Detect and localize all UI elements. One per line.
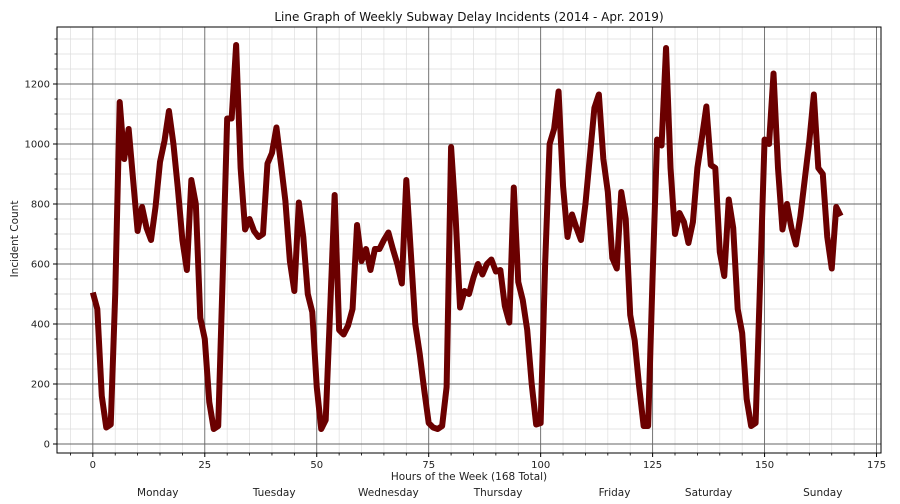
day-label: Thursday (473, 487, 523, 499)
plot-frame (56, 26, 882, 454)
day-label: Saturday (685, 487, 732, 499)
day-label: Tuesday (252, 487, 296, 499)
y-tick-label: 200 (31, 380, 50, 391)
day-labels: Monday Tuesday Wednesday Thursday Friday Satu… (137, 487, 842, 499)
y-tick-label: 1200 (25, 80, 50, 91)
series-line (89, 42, 844, 432)
x-tick-label: 75 (422, 460, 435, 471)
y-tick-label: 0 (44, 440, 50, 451)
y-tick-label: 400 (31, 320, 50, 331)
day-label: Sunday (803, 487, 842, 499)
y-tick-label: 800 (31, 200, 50, 211)
x-tick-label: 0 (90, 460, 96, 471)
x-tick-label: 150 (755, 460, 774, 471)
chart-title: Line Graph of Weekly Subway Delay Incide… (274, 10, 663, 24)
x-tick-label: 25 (198, 460, 211, 471)
y-tick-label: 600 (31, 260, 50, 271)
day-label: Monday (137, 487, 178, 499)
y-tick-label: 1000 (25, 140, 50, 151)
y-axis-title: Incident Count (9, 201, 21, 278)
data-layer (89, 42, 844, 432)
x-tick-labels: 0 25 50 75 100 125 150 175 (90, 460, 886, 471)
day-label: Friday (599, 487, 631, 499)
x-tick-label: 50 (310, 460, 323, 471)
x-tick-label: 125 (643, 460, 662, 471)
day-label: Wednesday (358, 487, 419, 499)
x-axis-title: Hours of the Week (168 Total) (391, 471, 547, 483)
y-tick-labels: 0 200 400 600 800 1000 1200 (25, 80, 50, 451)
axis-ticks (53, 38, 878, 457)
x-tick-label: 100 (531, 460, 550, 471)
x-tick-label: 175 (867, 460, 886, 471)
